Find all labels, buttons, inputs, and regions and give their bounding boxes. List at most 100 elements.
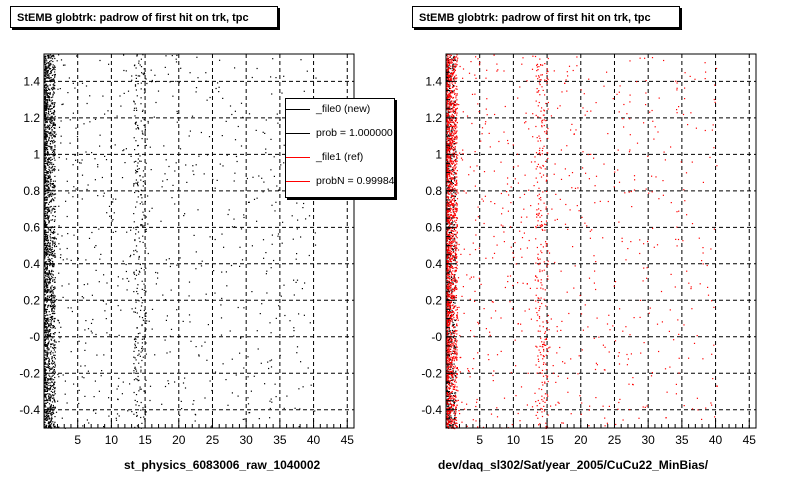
data-point bbox=[48, 348, 50, 350]
data-point bbox=[142, 235, 144, 237]
data-point bbox=[454, 117, 456, 119]
data-point bbox=[449, 222, 451, 224]
data-point bbox=[49, 291, 51, 293]
data-point bbox=[452, 174, 454, 176]
data-point bbox=[454, 277, 456, 279]
data-point bbox=[44, 146, 46, 149]
data-point bbox=[49, 133, 51, 135]
data-point bbox=[49, 393, 51, 395]
data-point bbox=[283, 407, 285, 409]
data-point bbox=[45, 136, 47, 138]
data-point bbox=[52, 93, 54, 95]
data-point bbox=[44, 91, 46, 93]
data-point bbox=[47, 330, 49, 332]
data-point bbox=[447, 283, 449, 285]
data-point bbox=[49, 262, 51, 264]
data-point bbox=[188, 314, 191, 316]
data-point bbox=[99, 145, 101, 147]
data-point bbox=[44, 270, 46, 272]
data-point bbox=[451, 102, 454, 104]
data-point bbox=[448, 130, 451, 132]
data-point bbox=[456, 267, 458, 270]
data-point bbox=[48, 76, 50, 78]
data-point bbox=[140, 88, 142, 90]
data-point bbox=[446, 322, 448, 325]
data-point bbox=[452, 85, 454, 87]
data-point bbox=[167, 380, 169, 382]
data-point bbox=[51, 315, 53, 318]
data-point bbox=[54, 175, 56, 177]
data-point bbox=[45, 201, 47, 204]
data-point bbox=[50, 70, 52, 72]
data-point bbox=[139, 241, 141, 243]
data-point bbox=[52, 66, 54, 68]
data-point bbox=[44, 111, 46, 113]
data-point bbox=[446, 415, 448, 417]
data-point bbox=[451, 113, 453, 116]
data-point bbox=[143, 283, 145, 285]
data-point bbox=[447, 139, 449, 142]
data-point bbox=[134, 115, 136, 117]
data-point bbox=[135, 404, 137, 406]
data-point bbox=[54, 197, 56, 199]
data-point bbox=[242, 116, 244, 118]
data-point bbox=[46, 202, 48, 204]
data-point bbox=[455, 222, 457, 224]
data-point bbox=[51, 108, 53, 110]
data-point bbox=[138, 60, 140, 62]
data-point bbox=[196, 56, 198, 58]
data-point bbox=[53, 150, 55, 152]
data-point bbox=[48, 395, 50, 397]
data-point bbox=[137, 124, 139, 127]
data-point bbox=[49, 176, 51, 178]
data-point bbox=[131, 308, 133, 310]
data-point bbox=[110, 140, 112, 142]
data-point bbox=[452, 371, 454, 373]
data-point bbox=[51, 368, 53, 370]
data-point bbox=[46, 383, 48, 385]
data-point bbox=[52, 240, 54, 242]
data-point bbox=[448, 270, 450, 272]
data-point bbox=[446, 99, 448, 102]
data-point bbox=[450, 366, 453, 368]
data-point bbox=[451, 198, 453, 200]
data-point bbox=[44, 317, 46, 319]
data-point bbox=[451, 133, 453, 135]
data-point bbox=[46, 178, 48, 180]
data-point bbox=[453, 170, 455, 172]
data-point bbox=[44, 326, 47, 328]
data-point bbox=[54, 388, 56, 390]
data-point bbox=[448, 295, 451, 297]
data-point bbox=[46, 214, 48, 216]
data-point bbox=[48, 396, 50, 398]
data-point bbox=[50, 386, 52, 388]
data-point bbox=[450, 110, 452, 112]
data-point bbox=[265, 152, 267, 154]
data-point bbox=[245, 382, 247, 385]
data-point bbox=[451, 298, 453, 300]
data-point bbox=[53, 394, 55, 396]
data-point bbox=[271, 204, 273, 206]
data-point bbox=[125, 270, 127, 273]
data-point bbox=[455, 247, 457, 249]
data-point bbox=[45, 128, 47, 130]
data-point bbox=[45, 292, 48, 294]
x-tick-label: 35 bbox=[273, 433, 287, 447]
data-point bbox=[49, 60, 51, 63]
data-point bbox=[52, 155, 54, 157]
data-point bbox=[446, 410, 448, 412]
data-point bbox=[44, 191, 46, 193]
data-point bbox=[274, 210, 276, 212]
data-point bbox=[275, 201, 277, 203]
data-point bbox=[46, 173, 48, 175]
data-point bbox=[53, 220, 56, 222]
data-point bbox=[446, 286, 448, 288]
data-point bbox=[261, 177, 263, 179]
data-point bbox=[248, 113, 251, 115]
data-point bbox=[452, 310, 454, 313]
data-point bbox=[229, 105, 232, 107]
data-point bbox=[52, 189, 54, 191]
data-point bbox=[50, 420, 52, 422]
data-point bbox=[453, 305, 455, 308]
data-point bbox=[456, 353, 458, 355]
